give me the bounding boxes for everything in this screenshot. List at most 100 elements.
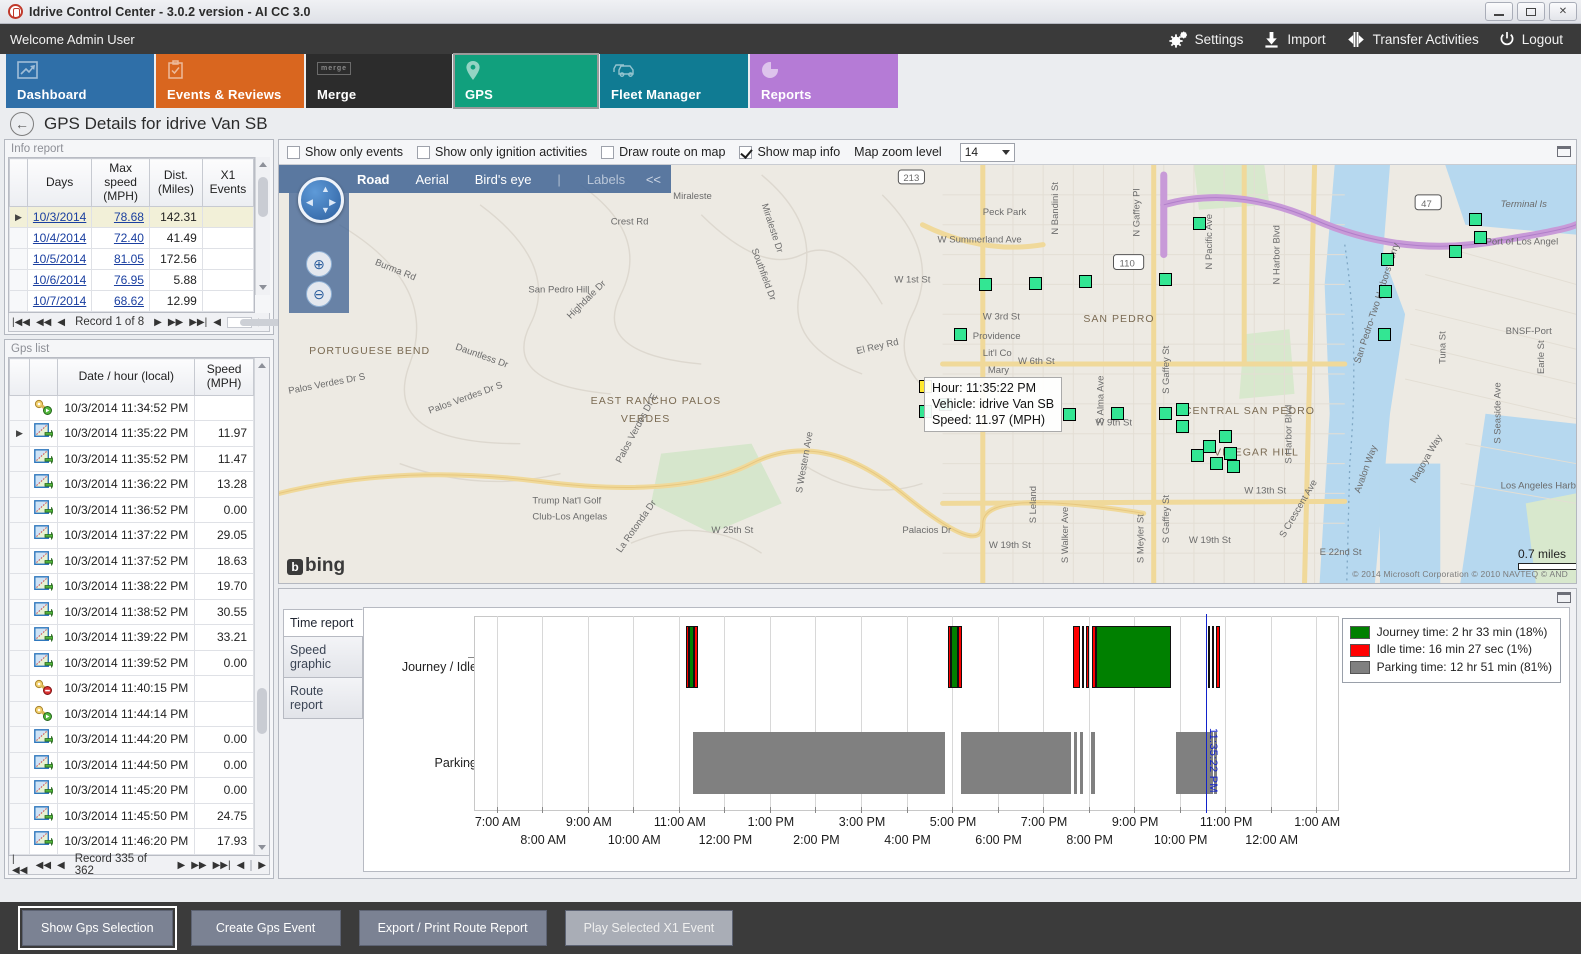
map-view-birdseye[interactable]: Bird's eye: [474, 171, 532, 187]
first-record-button[interactable]: |◀◀: [12, 854, 28, 876]
cell-day[interactable]: 10/4/2014: [26, 227, 93, 250]
col-dist[interactable]: Dist. (Miles): [148, 157, 203, 208]
info-report-grid[interactable]: Days Max speed (MPH) Dist. (Miles) X1 Ev…: [8, 157, 255, 314]
gps-marker[interactable]: [1224, 447, 1237, 460]
gps-marker[interactable]: [1219, 430, 1232, 443]
maximize-button[interactable]: [1517, 2, 1545, 21]
gps-marker[interactable]: [1193, 217, 1206, 230]
close-button[interactable]: ✕: [1549, 2, 1577, 21]
map-collapse-button[interactable]: <<: [645, 171, 661, 187]
gps-list-hscrollbar[interactable]: [250, 859, 253, 871]
gps-marker[interactable]: [1029, 277, 1042, 290]
time-report-chart[interactable]: Journey time: 2 hr 33 min (18%) Idle tim…: [363, 607, 1570, 872]
last-record-button[interactable]: ▶▶|: [212, 859, 231, 871]
show-gps-selection-button[interactable]: Show Gps Selection: [18, 906, 177, 950]
gps-marker[interactable]: [1191, 449, 1204, 462]
table-row[interactable]: 10/4/2014 72.40 41.49: [9, 227, 255, 250]
nav-tile-dashboard[interactable]: Dashboard: [6, 54, 154, 108]
cell-max-speed[interactable]: 81.05: [91, 248, 150, 271]
nav-tile-merge[interactable]: merge Merge: [306, 54, 452, 108]
list-item[interactable]: 10/3/2014 11:36:22 PM 13.28: [9, 471, 254, 498]
map-zoom-in-button[interactable]: ⊕: [306, 251, 332, 277]
chart-cursor-line[interactable]: [1205, 614, 1208, 813]
checkbox-show-map-info[interactable]: Show map info: [739, 145, 840, 159]
next-page-button[interactable]: ▶▶: [167, 316, 184, 328]
table-row[interactable]: 10/6/2014 76.95 5.88: [9, 269, 255, 292]
nav-tile-events-reviews[interactable]: Events & Reviews: [156, 54, 304, 108]
list-item[interactable]: 10/3/2014 11:35:52 PM 11.47: [9, 445, 254, 473]
list-item[interactable]: ▶ 10/3/2014 11:35:22 PM 11.97: [9, 420, 254, 447]
list-item[interactable]: 10/3/2014 11:44:20 PM 0.00: [9, 726, 254, 753]
checkbox-draw-route[interactable]: Draw route on map: [601, 145, 725, 159]
gps-list-grid[interactable]: Date / hour (local) Speed (MPH) 10/3/201…: [8, 357, 270, 856]
gps-marker[interactable]: [1063, 408, 1076, 421]
list-item[interactable]: 10/3/2014 11:45:20 PM 0.00: [9, 777, 254, 804]
col-datetime[interactable]: Date / hour (local): [57, 358, 196, 396]
gps-marker[interactable]: [954, 328, 967, 341]
scroll-up-icon[interactable]: [258, 363, 266, 368]
map-pan-control[interactable]: ▲ ▼ ◀ ▶: [298, 177, 344, 223]
prev-record-button[interactable]: ◀: [57, 859, 65, 871]
map-labels-toggle[interactable]: Labels: [586, 171, 626, 187]
next-record-button[interactable]: ▶: [154, 316, 162, 328]
info-report-hscrollbar[interactable]: [226, 316, 284, 328]
scroll-thumb[interactable]: [258, 177, 268, 217]
first-record-button[interactable]: |◀◀: [12, 316, 30, 328]
cell-max-speed[interactable]: 78.68: [91, 206, 150, 229]
gps-marker[interactable]: [979, 278, 992, 291]
hscroll-left-icon[interactable]: ◀: [236, 859, 245, 871]
list-item[interactable]: 10/3/2014 11:39:52 PM 0.00: [9, 649, 254, 677]
gps-list-navigator[interactable]: |◀◀ ◀◀ ◀ Record 335 of 362 ▶ ▶▶ ▶▶| ◀ ▶: [8, 853, 270, 877]
minimize-button[interactable]: [1485, 2, 1513, 21]
cell-max-speed[interactable]: 76.95: [91, 269, 150, 292]
settings-button[interactable]: Settings: [1169, 31, 1243, 48]
cell-day[interactable]: 10/3/2014: [26, 206, 93, 229]
list-item[interactable]: 10/3/2014 11:45:50 PM 24.75: [9, 802, 254, 830]
nav-tile-fleet-manager[interactable]: Fleet Manager: [600, 54, 748, 108]
transfer-activities-button[interactable]: Transfer Activities: [1346, 31, 1479, 48]
next-record-button[interactable]: ▶: [177, 859, 186, 871]
col-days[interactable]: Days: [26, 157, 93, 208]
cell-day[interactable]: 10/5/2014: [26, 248, 93, 271]
list-item[interactable]: 10/3/2014 11:37:52 PM 18.63: [9, 547, 254, 575]
info-report-scrollbar[interactable]: [255, 157, 270, 295]
tab-time-report[interactable]: Time report: [283, 609, 363, 637]
table-row[interactable]: 10/7/2014 68.62 12.99: [9, 290, 255, 313]
gps-marker[interactable]: [1176, 420, 1189, 433]
checkbox-show-only-ignition[interactable]: Show only ignition activities: [416, 145, 587, 159]
prev-page-button[interactable]: ◀◀: [35, 316, 52, 328]
last-record-button[interactable]: ▶▶|: [189, 316, 208, 328]
gps-marker[interactable]: [1474, 231, 1487, 244]
map-zoom-out-button[interactable]: ⊖: [306, 281, 332, 307]
gps-marker[interactable]: [1227, 460, 1240, 473]
hscroll-left-icon[interactable]: ◀: [213, 316, 221, 328]
nav-tile-gps[interactable]: GPS: [453, 53, 599, 109]
export-print-route-report-button[interactable]: Export / Print Route Report: [358, 910, 547, 946]
gps-marker[interactable]: [1469, 213, 1482, 226]
col-max-speed[interactable]: Max speed (MPH): [91, 157, 150, 208]
import-button[interactable]: Import: [1263, 31, 1326, 48]
map-canvas[interactable]: Miraleste Crest Rd Burma Rd Southfield D…: [279, 164, 1576, 583]
pan-up-icon[interactable]: ▲: [321, 184, 330, 194]
list-item[interactable]: 10/3/2014 11:38:52 PM 30.55: [9, 598, 254, 626]
checkbox-show-only-events[interactable]: Show only events: [287, 145, 403, 159]
map-zoom-select[interactable]: 14: [959, 142, 1015, 162]
map-view-road[interactable]: Road: [357, 171, 390, 187]
list-item[interactable]: 10/3/2014 11:34:52 PM: [9, 394, 254, 422]
col-speed[interactable]: Speed (MPH): [194, 358, 254, 396]
scroll-thumb[interactable]: [257, 688, 267, 734]
list-item[interactable]: 10/3/2014 11:39:22 PM 33.21: [9, 624, 254, 651]
prev-record-button[interactable]: ◀: [57, 316, 66, 328]
gps-marker[interactable]: [1379, 285, 1392, 298]
list-item[interactable]: 10/3/2014 11:40:15 PM: [9, 675, 254, 702]
back-arrow-icon[interactable]: ←: [10, 112, 34, 136]
scroll-down-icon[interactable]: [258, 845, 266, 850]
pan-right-icon[interactable]: ▶: [329, 197, 336, 207]
cell-day[interactable]: 10/6/2014: [26, 269, 93, 292]
logout-button[interactable]: Logout: [1499, 31, 1563, 47]
report-panel-minimize-icon[interactable]: [1557, 592, 1571, 603]
table-row[interactable]: ▶ 10/3/2014 78.68 142.31: [9, 206, 255, 229]
prev-page-button[interactable]: ◀◀: [35, 859, 52, 871]
tab-speed-graphic[interactable]: Speed graphic: [283, 636, 363, 678]
gps-marker[interactable]: [1079, 275, 1092, 288]
